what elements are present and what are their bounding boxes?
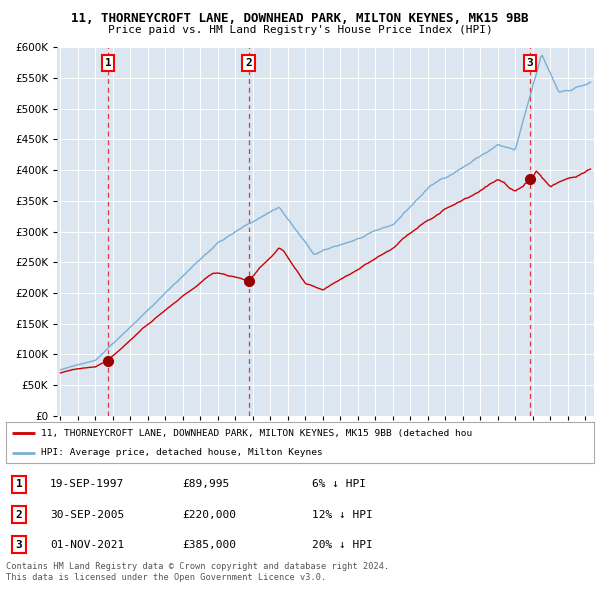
Text: 2: 2	[245, 58, 252, 68]
Text: 3: 3	[16, 540, 22, 550]
Text: 11, THORNEYCROFT LANE, DOWNHEAD PARK, MILTON KEYNES, MK15 9BB (detached hou: 11, THORNEYCROFT LANE, DOWNHEAD PARK, MI…	[41, 429, 473, 438]
Text: 1: 1	[16, 480, 22, 489]
Text: 19-SEP-1997: 19-SEP-1997	[50, 480, 124, 489]
Text: 30-SEP-2005: 30-SEP-2005	[50, 510, 124, 520]
Text: HPI: Average price, detached house, Milton Keynes: HPI: Average price, detached house, Milt…	[41, 448, 323, 457]
Text: Contains HM Land Registry data © Crown copyright and database right 2024.: Contains HM Land Registry data © Crown c…	[6, 562, 389, 571]
Text: 3: 3	[526, 58, 533, 68]
Text: Price paid vs. HM Land Registry's House Price Index (HPI): Price paid vs. HM Land Registry's House …	[107, 25, 493, 35]
Text: £385,000: £385,000	[182, 540, 236, 550]
Text: This data is licensed under the Open Government Licence v3.0.: This data is licensed under the Open Gov…	[6, 573, 326, 582]
Text: £89,995: £89,995	[182, 480, 230, 489]
Text: 12% ↓ HPI: 12% ↓ HPI	[312, 510, 373, 520]
Text: 1: 1	[105, 58, 112, 68]
Text: 01-NOV-2021: 01-NOV-2021	[50, 540, 124, 550]
Text: 6% ↓ HPI: 6% ↓ HPI	[312, 480, 366, 489]
Text: 2: 2	[16, 510, 22, 520]
Text: 11, THORNEYCROFT LANE, DOWNHEAD PARK, MILTON KEYNES, MK15 9BB: 11, THORNEYCROFT LANE, DOWNHEAD PARK, MI…	[71, 12, 529, 25]
Text: £220,000: £220,000	[182, 510, 236, 520]
Text: 20% ↓ HPI: 20% ↓ HPI	[312, 540, 373, 550]
